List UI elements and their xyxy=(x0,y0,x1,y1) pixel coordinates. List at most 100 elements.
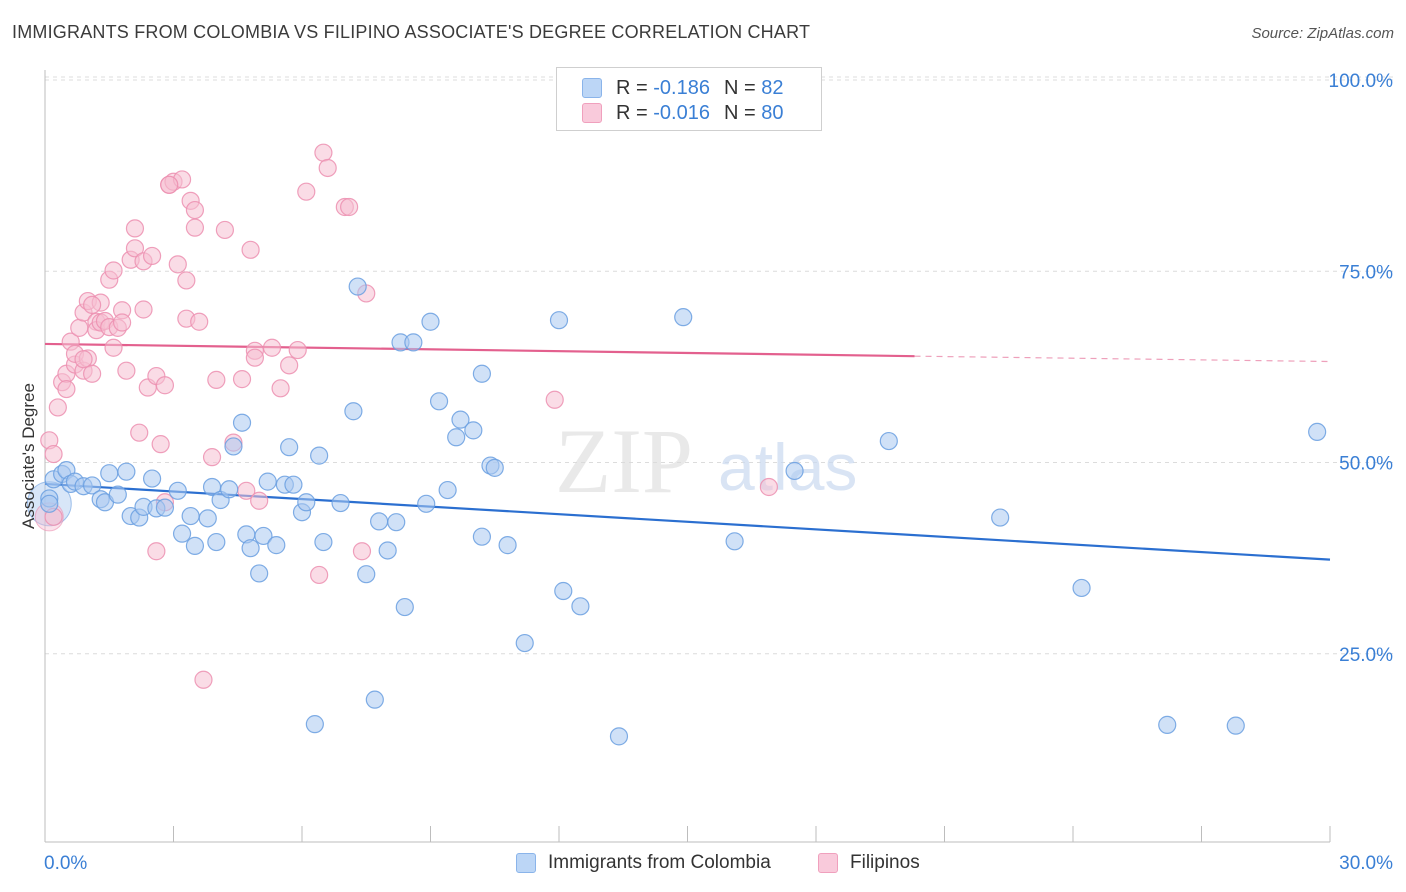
legend-row-colombia: R = -0.186 N = 82 xyxy=(582,75,783,101)
point-filipinos xyxy=(177,271,196,290)
point-filipinos xyxy=(57,379,76,399)
point-filipinos xyxy=(352,542,372,561)
point-filipinos xyxy=(318,158,337,178)
point-colombia xyxy=(1158,715,1177,734)
point-colombia xyxy=(879,431,898,451)
point-filipinos xyxy=(151,435,170,454)
point-filipinos xyxy=(207,370,226,389)
point-filipinos xyxy=(545,390,564,409)
point-filipinos xyxy=(147,542,166,561)
trend-line-filipinos-extension xyxy=(914,355,1331,363)
point-colombia xyxy=(438,480,457,500)
point-colombia xyxy=(785,461,804,481)
data-points xyxy=(26,143,1327,746)
point-filipinos xyxy=(241,240,260,259)
point-colombia xyxy=(168,481,187,500)
point-colombia xyxy=(357,565,376,584)
point-filipinos xyxy=(104,261,123,280)
point-filipinos xyxy=(83,364,102,383)
point-colombia xyxy=(232,413,252,432)
point-colombia xyxy=(100,464,119,483)
point-filipinos xyxy=(185,200,205,220)
point-colombia xyxy=(254,526,273,546)
point-filipinos xyxy=(125,219,145,238)
y-tick-label: 50.0% xyxy=(1339,454,1393,475)
point-colombia xyxy=(378,541,397,560)
point-colombia xyxy=(83,476,102,495)
point-colombia xyxy=(429,392,449,411)
legend-swatch-pink xyxy=(818,853,838,873)
r-label: R = xyxy=(616,76,648,99)
point-colombia xyxy=(344,402,363,421)
point-filipinos xyxy=(125,239,145,258)
n-label: N = xyxy=(723,76,756,99)
point-colombia xyxy=(404,333,423,352)
point-filipinos xyxy=(130,423,149,442)
y-tick-label: 75.0% xyxy=(1339,262,1393,283)
point-colombia xyxy=(1308,422,1327,441)
source-label: Source: ZipAtlas.com xyxy=(1251,25,1394,42)
point-colombia xyxy=(417,494,436,513)
point-colombia xyxy=(172,524,192,543)
series-legend: Immigrants from Colombia Filipinos xyxy=(0,852,1406,878)
point-colombia xyxy=(297,493,316,512)
point-filipinos xyxy=(202,448,222,467)
point-colombia xyxy=(331,493,350,513)
point-colombia xyxy=(1226,716,1245,735)
point-filipinos xyxy=(262,338,282,357)
y-tick-label: 25.0% xyxy=(1339,645,1393,666)
point-filipinos xyxy=(271,379,290,398)
point-filipinos xyxy=(297,182,316,201)
point-filipinos xyxy=(232,370,252,389)
point-filipinos xyxy=(48,398,67,417)
point-colombia xyxy=(485,458,504,477)
point-colombia xyxy=(725,532,744,551)
r-label: R = xyxy=(616,101,648,124)
chart-title: IMMIGRANTS FROM COLOMBIA VS FILIPINO ASS… xyxy=(12,22,811,42)
point-colombia xyxy=(181,506,200,526)
x-tick-label: 30.0% xyxy=(1339,853,1393,874)
point-colombia xyxy=(250,564,269,583)
point-filipinos xyxy=(142,246,162,266)
point-filipinos xyxy=(310,565,329,585)
legend-item-filipinos[interactable]: Filipinos xyxy=(818,852,920,874)
point-colombia xyxy=(571,597,590,616)
point-filipinos xyxy=(280,356,299,375)
point-colombia xyxy=(220,480,239,499)
legend-label-colombia: Immigrants from Colombia xyxy=(548,852,771,873)
legend-swatch-blue xyxy=(516,853,536,873)
tick-labels: 25.0% 50.0% 75.0% 100.0% 0.0% 30.0% xyxy=(44,71,1393,874)
point-colombia xyxy=(395,597,414,617)
point-colombia xyxy=(1072,578,1091,598)
legend-item-colombia[interactable]: Immigrants from Colombia xyxy=(516,852,771,874)
point-filipinos xyxy=(104,338,123,357)
point-filipinos xyxy=(194,670,213,689)
point-colombia xyxy=(472,364,491,383)
point-colombia xyxy=(280,438,299,457)
point-colombia xyxy=(348,277,367,296)
point-colombia xyxy=(464,421,483,440)
point-colombia xyxy=(365,690,384,709)
point-colombia xyxy=(284,475,303,494)
point-colombia xyxy=(515,633,534,653)
point-filipinos xyxy=(340,197,359,217)
point-colombia xyxy=(142,469,162,488)
point-filipinos xyxy=(74,350,93,369)
point-filipinos xyxy=(44,444,63,464)
point-colombia xyxy=(498,536,517,555)
legend-swatch-pink xyxy=(582,103,602,123)
point-colombia xyxy=(267,536,286,555)
legend-row-filipinos: R = -0.016 N = 80 xyxy=(582,100,783,126)
point-colombia xyxy=(224,437,243,456)
point-colombia xyxy=(554,581,573,601)
point-filipinos xyxy=(112,313,132,332)
point-colombia xyxy=(421,312,440,331)
point-filipinos xyxy=(185,218,205,237)
watermark: ZIP atlas xyxy=(555,410,857,512)
r-value: -0.186 xyxy=(653,76,710,99)
point-filipinos xyxy=(190,312,209,331)
point-colombia xyxy=(241,539,260,558)
point-filipinos xyxy=(245,348,264,367)
legend-swatch-blue xyxy=(582,78,602,98)
